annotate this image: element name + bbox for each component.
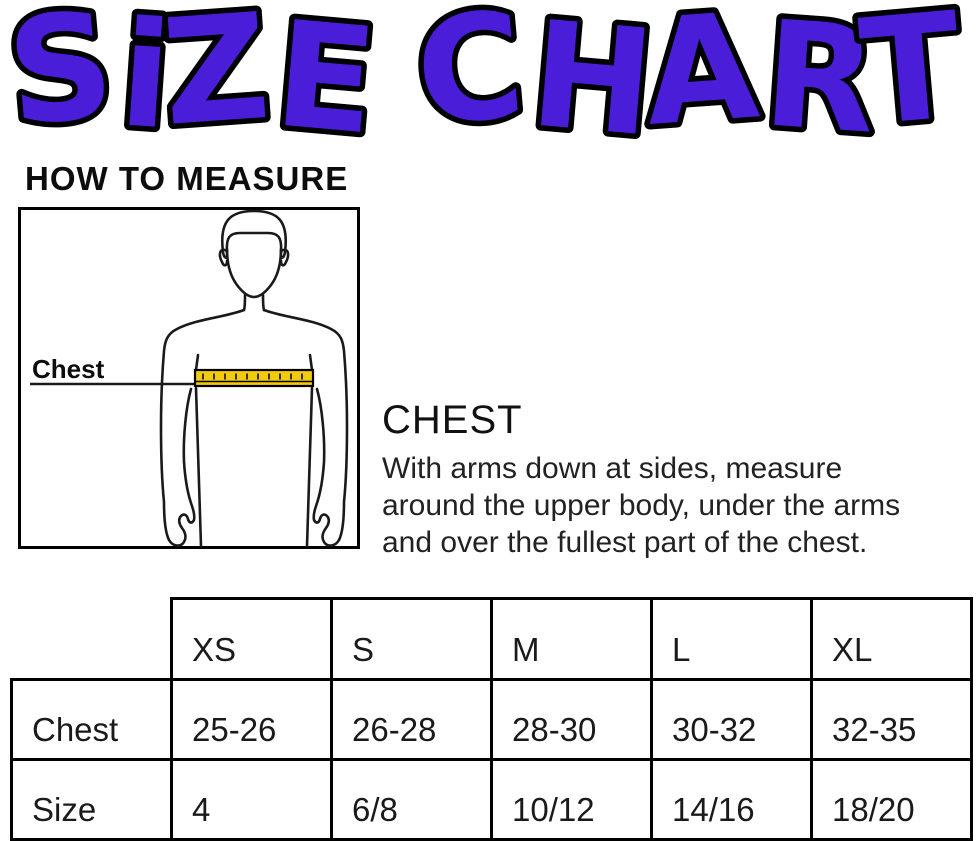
chest-value-l: 30-32	[650, 678, 813, 761]
size-table: XS S M L XL Chest 25-26 26-28 28-30 30-3…	[10, 597, 973, 841]
figure-border	[18, 207, 360, 549]
instruction-line: and over the fullest part of the chest.	[382, 526, 868, 559]
neck-left	[242, 293, 247, 312]
size-value-xl: 18/20	[810, 758, 973, 841]
column-header-m: M	[490, 597, 653, 681]
chest-value-s: 26-28	[330, 678, 493, 761]
chest-instructions: With arms down at sides, measure around …	[382, 450, 900, 561]
face-outline	[225, 247, 283, 299]
size-value-l: 14/16	[650, 758, 813, 841]
row-label-size: Size	[10, 758, 173, 841]
right-underarm-seam	[308, 353, 314, 372]
left-arm	[159, 308, 246, 547]
title-text: SiZE CHART	[1, 0, 967, 152]
right-arm	[262, 308, 349, 547]
body-outline	[159, 209, 349, 548]
size-table-header-row: XS S M L XL	[12, 597, 973, 681]
table-row-size: Size 4 6/8 10/12 14/16 18/20	[10, 758, 973, 841]
instruction-line: With arms down at sides, measure	[382, 452, 843, 485]
tape-measure	[193, 368, 315, 388]
chest-value-xs: 25-26	[170, 678, 333, 761]
page-title: SiZE CHART	[0, 0, 978, 152]
left-underarm-seam	[194, 353, 200, 372]
chest-section-heading: CHEST	[382, 398, 523, 442]
column-header-xs: XS	[170, 597, 333, 681]
table-blank-cell	[12, 599, 172, 680]
left-ear	[218, 248, 229, 267]
size-value-m: 10/12	[490, 758, 653, 841]
measurement-figure: Chest	[18, 207, 360, 549]
torso-right	[305, 386, 314, 548]
row-label-chest: Chest	[10, 678, 173, 761]
size-value-s: 6/8	[330, 758, 493, 841]
instruction-line: around the upper body, under the arms	[382, 489, 901, 522]
title-svg: SiZE CHART	[0, 0, 973, 152]
neck-right	[261, 293, 266, 312]
chest-value-m: 28-30	[490, 678, 653, 761]
size-value-xs: 4	[170, 758, 333, 841]
column-header-xl: XL	[810, 597, 973, 681]
table-row-chest: Chest 25-26 26-28 28-30 30-32 32-35	[10, 678, 973, 761]
figure-chest-label: Chest	[32, 354, 105, 384]
how-to-measure-heading: HOW TO MEASURE	[25, 160, 349, 197]
chest-value-xl: 32-35	[810, 678, 973, 761]
right-ear	[279, 248, 290, 267]
tape-ticks	[202, 373, 303, 380]
torso-left	[194, 386, 203, 548]
column-header-l: L	[650, 597, 813, 681]
column-header-s: S	[330, 597, 493, 681]
hair-outline	[220, 209, 288, 259]
tape-band	[193, 368, 315, 388]
measurement-figure-svg: Chest	[18, 207, 360, 549]
